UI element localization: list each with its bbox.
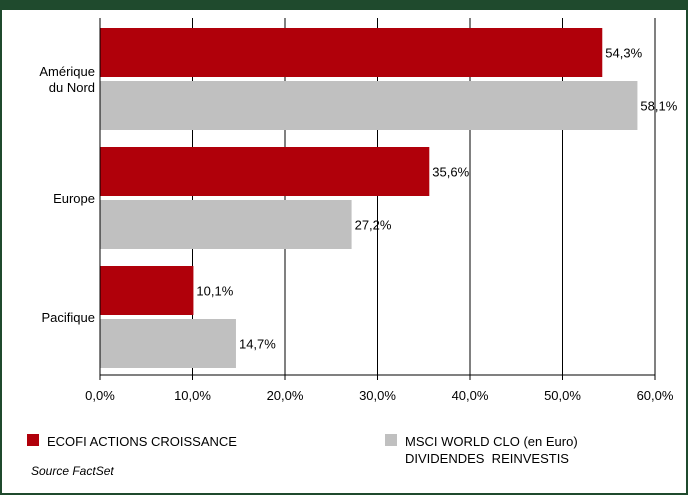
data-label: 14,7% <box>239 337 276 352</box>
x-tick-label: 60,0% <box>637 388 674 403</box>
source-note: Source FactSet <box>31 464 114 478</box>
legend-label-msci-line1: MSCI WORLD CLO (en Euro) <box>405 434 578 449</box>
legend-item-msci: MSCI WORLD CLO (en Euro) DIVIDENDES REIN… <box>385 433 578 467</box>
bar <box>100 266 194 315</box>
data-label: 27,2% <box>355 218 392 233</box>
legend-label-ecofi: ECOFI ACTIONS CROISSANCE <box>47 434 237 449</box>
bar <box>100 200 352 249</box>
legend-label-msci-line2: DIVIDENDES REINVESTIS <box>405 451 569 466</box>
bar <box>100 81 638 130</box>
bar <box>100 28 603 77</box>
category-label: du Nord <box>49 80 95 95</box>
x-tick-label: 40,0% <box>452 388 489 403</box>
x-tick-label: 50,0% <box>544 388 581 403</box>
legend-swatch-msci <box>385 434 397 446</box>
x-tick-label: 20,0% <box>267 388 304 403</box>
bar <box>100 147 430 196</box>
data-label: 58,1% <box>640 99 677 114</box>
category-label: Europe <box>53 191 95 206</box>
data-label: 54,3% <box>605 46 642 61</box>
category-label: Pacifique <box>42 310 95 325</box>
bar <box>100 319 236 368</box>
x-tick-label: 10,0% <box>174 388 211 403</box>
legend-item-ecofi: ECOFI ACTIONS CROISSANCE <box>27 433 237 450</box>
x-tick-label: 30,0% <box>359 388 396 403</box>
data-label: 35,6% <box>432 165 469 180</box>
x-tick-label: 0,0% <box>85 388 115 403</box>
category-label: Amérique <box>39 64 95 79</box>
legend-swatch-ecofi <box>27 434 39 446</box>
data-label: 10,1% <box>196 284 233 299</box>
